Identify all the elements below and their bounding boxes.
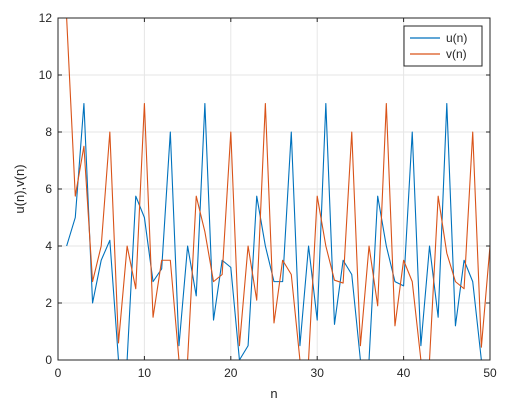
x-tick-label: 0: [55, 366, 62, 380]
y-tick-label: 0: [45, 353, 52, 367]
legend-box: [403, 25, 483, 67]
x-axis-label: n: [270, 386, 277, 401]
y-axis-label: u(n),v(n): [12, 164, 27, 213]
x-tick-label: 10: [138, 366, 152, 380]
y-tick-label: 12: [39, 11, 53, 25]
y-tick-label: 10: [39, 68, 53, 82]
series-line-u: [66, 102, 490, 361]
x-tick-label: 20: [224, 366, 238, 380]
legend-label: u(n): [446, 31, 467, 45]
y-tick-label: 8: [45, 125, 52, 139]
y-tick-label: 4: [45, 239, 52, 253]
series-line-v: [66, 17, 491, 361]
legend-label: v(n): [446, 47, 467, 61]
x-tick-label: 30: [311, 366, 325, 380]
y-tick-label: 2: [45, 296, 52, 310]
x-tick-label: 40: [397, 366, 411, 380]
y-tick-label: 6: [45, 182, 52, 196]
x-tick-label: 50: [483, 366, 497, 380]
